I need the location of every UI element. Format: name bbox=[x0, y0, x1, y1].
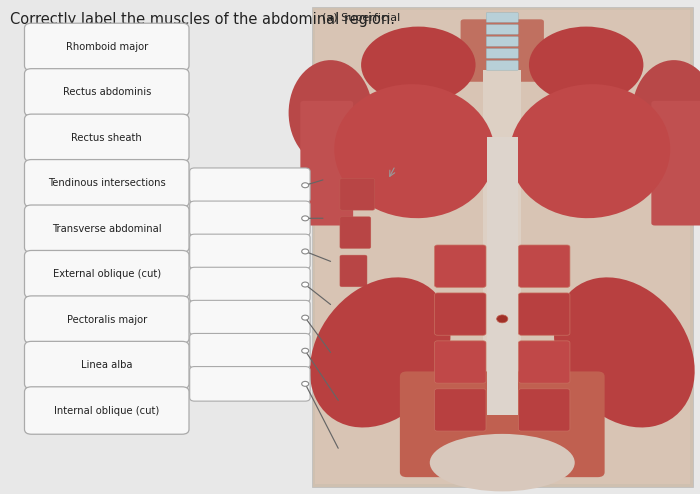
Text: Tendinous intersections: Tendinous intersections bbox=[48, 178, 166, 188]
FancyBboxPatch shape bbox=[315, 10, 690, 484]
FancyBboxPatch shape bbox=[190, 333, 310, 368]
Text: Rectus sheath: Rectus sheath bbox=[71, 133, 142, 143]
FancyBboxPatch shape bbox=[461, 19, 544, 82]
FancyBboxPatch shape bbox=[519, 341, 570, 383]
Circle shape bbox=[302, 381, 309, 386]
FancyBboxPatch shape bbox=[435, 389, 486, 431]
FancyBboxPatch shape bbox=[190, 267, 310, 302]
FancyBboxPatch shape bbox=[25, 250, 189, 298]
Ellipse shape bbox=[430, 434, 575, 492]
Text: Correctly label the muscles of the abdominal region.: Correctly label the muscles of the abdom… bbox=[10, 12, 395, 27]
Circle shape bbox=[302, 348, 309, 353]
FancyBboxPatch shape bbox=[400, 371, 605, 477]
FancyBboxPatch shape bbox=[483, 70, 522, 415]
Text: Rectus abdominis: Rectus abdominis bbox=[62, 87, 151, 97]
FancyBboxPatch shape bbox=[486, 61, 518, 70]
Ellipse shape bbox=[632, 60, 700, 165]
Circle shape bbox=[302, 216, 309, 221]
FancyBboxPatch shape bbox=[486, 25, 518, 34]
FancyBboxPatch shape bbox=[25, 23, 189, 71]
FancyBboxPatch shape bbox=[340, 178, 374, 210]
Circle shape bbox=[302, 183, 309, 188]
Ellipse shape bbox=[361, 27, 475, 103]
FancyBboxPatch shape bbox=[190, 234, 310, 269]
Ellipse shape bbox=[554, 277, 694, 427]
Circle shape bbox=[302, 249, 309, 254]
Circle shape bbox=[302, 282, 309, 287]
FancyBboxPatch shape bbox=[487, 137, 517, 415]
Text: Linea alba: Linea alba bbox=[81, 360, 132, 370]
FancyBboxPatch shape bbox=[519, 245, 570, 288]
FancyBboxPatch shape bbox=[486, 48, 518, 58]
FancyBboxPatch shape bbox=[486, 13, 518, 22]
Ellipse shape bbox=[335, 84, 495, 218]
FancyBboxPatch shape bbox=[25, 114, 189, 162]
FancyBboxPatch shape bbox=[435, 293, 486, 335]
Circle shape bbox=[302, 315, 309, 320]
Text: Pectoralis major: Pectoralis major bbox=[66, 315, 147, 325]
FancyBboxPatch shape bbox=[519, 293, 570, 335]
Text: External oblique (cut): External oblique (cut) bbox=[52, 269, 161, 279]
FancyBboxPatch shape bbox=[190, 168, 310, 203]
FancyBboxPatch shape bbox=[300, 101, 353, 225]
FancyBboxPatch shape bbox=[435, 245, 486, 288]
FancyBboxPatch shape bbox=[340, 255, 367, 287]
FancyBboxPatch shape bbox=[25, 296, 189, 343]
FancyBboxPatch shape bbox=[651, 101, 700, 225]
FancyBboxPatch shape bbox=[25, 205, 189, 252]
FancyBboxPatch shape bbox=[190, 300, 310, 335]
Ellipse shape bbox=[529, 27, 643, 103]
FancyBboxPatch shape bbox=[25, 160, 189, 207]
FancyBboxPatch shape bbox=[519, 389, 570, 431]
Text: Rhomboid major: Rhomboid major bbox=[66, 42, 148, 52]
FancyBboxPatch shape bbox=[25, 69, 189, 116]
FancyBboxPatch shape bbox=[435, 341, 486, 383]
FancyBboxPatch shape bbox=[25, 387, 189, 434]
FancyBboxPatch shape bbox=[312, 7, 693, 487]
Ellipse shape bbox=[288, 60, 372, 165]
FancyBboxPatch shape bbox=[340, 217, 371, 248]
Ellipse shape bbox=[510, 84, 670, 218]
FancyBboxPatch shape bbox=[190, 367, 310, 401]
FancyBboxPatch shape bbox=[190, 201, 310, 236]
FancyBboxPatch shape bbox=[486, 37, 518, 46]
Text: Internal oblique (cut): Internal oblique (cut) bbox=[54, 406, 160, 415]
FancyBboxPatch shape bbox=[25, 341, 189, 389]
Text: Transverse abdominal: Transverse abdominal bbox=[52, 224, 162, 234]
Ellipse shape bbox=[310, 277, 451, 427]
Text: (a) Superficial: (a) Superficial bbox=[322, 13, 400, 23]
Circle shape bbox=[497, 315, 508, 323]
